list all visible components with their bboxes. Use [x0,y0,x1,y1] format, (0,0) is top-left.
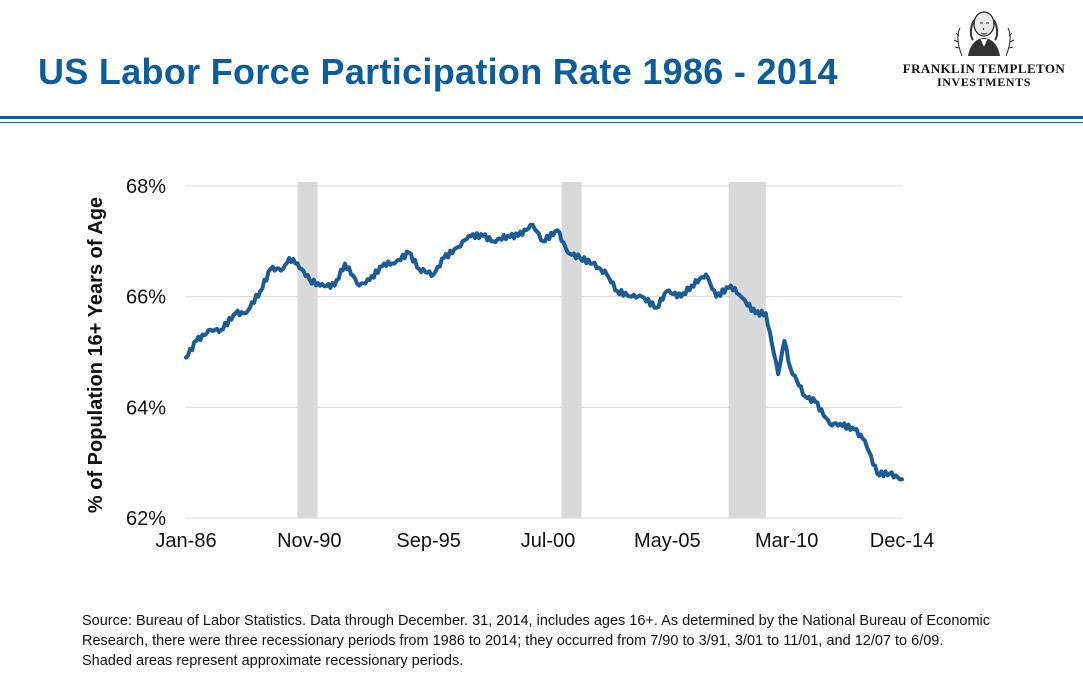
series-layer [184,222,904,482]
y-tick-label: 66% [126,287,166,309]
x-axis-ticks: Jan-86 Nov-90 Sep-95 Jul-00 May-05 Mar-10 Dec-… [155,530,934,552]
header-rule-thick [0,116,1083,119]
recession-band-2 [561,182,582,518]
benjamin-franklin-portrait-icon [953,11,1015,57]
recession-bands [297,182,766,518]
x-tick-label: Jan-86 [155,530,216,552]
page-title: US Labor Force Participation Rate 1986 -… [38,51,838,92]
gridlines [186,185,902,519]
x-tick-label: Jul-00 [521,530,575,552]
logo-text-franklin-templeton: FRANKLIN TEMPLETON [902,61,1066,76]
y-axis-label: % of Population 16+ Years of Age [85,197,107,513]
recession-band-3 [728,182,766,518]
participation-rate-chart: 62% 64% 66% 68% Jan-86 Nov-90 Sep-95 Jul-00 May… [85,176,934,552]
x-tick-label: Mar-10 [755,530,818,552]
x-tick-label: Dec-14 [870,530,934,552]
recession-band-1 [297,182,318,518]
series-line-1 [184,222,904,482]
y-tick-label: 64% [126,397,166,419]
franklin-templeton-logo: FRANKLIN TEMPLETON INVESTMENTS [898,6,1070,92]
x-tick-label: Sep-95 [396,530,461,552]
x-tick-label: May-05 [634,530,701,552]
header-rule-thin [0,122,1083,123]
x-tick-label: Nov-90 [277,530,341,552]
y-tick-label: 68% [126,176,166,198]
y-tick-label: 62% [126,508,166,530]
source-footnote: Source: Bureau of Labor Statistics. Data… [82,613,990,669]
logo-text-investments: INVESTMENTS [937,75,1031,89]
y-axis-ticks: 62% 64% 66% 68% [126,176,166,530]
